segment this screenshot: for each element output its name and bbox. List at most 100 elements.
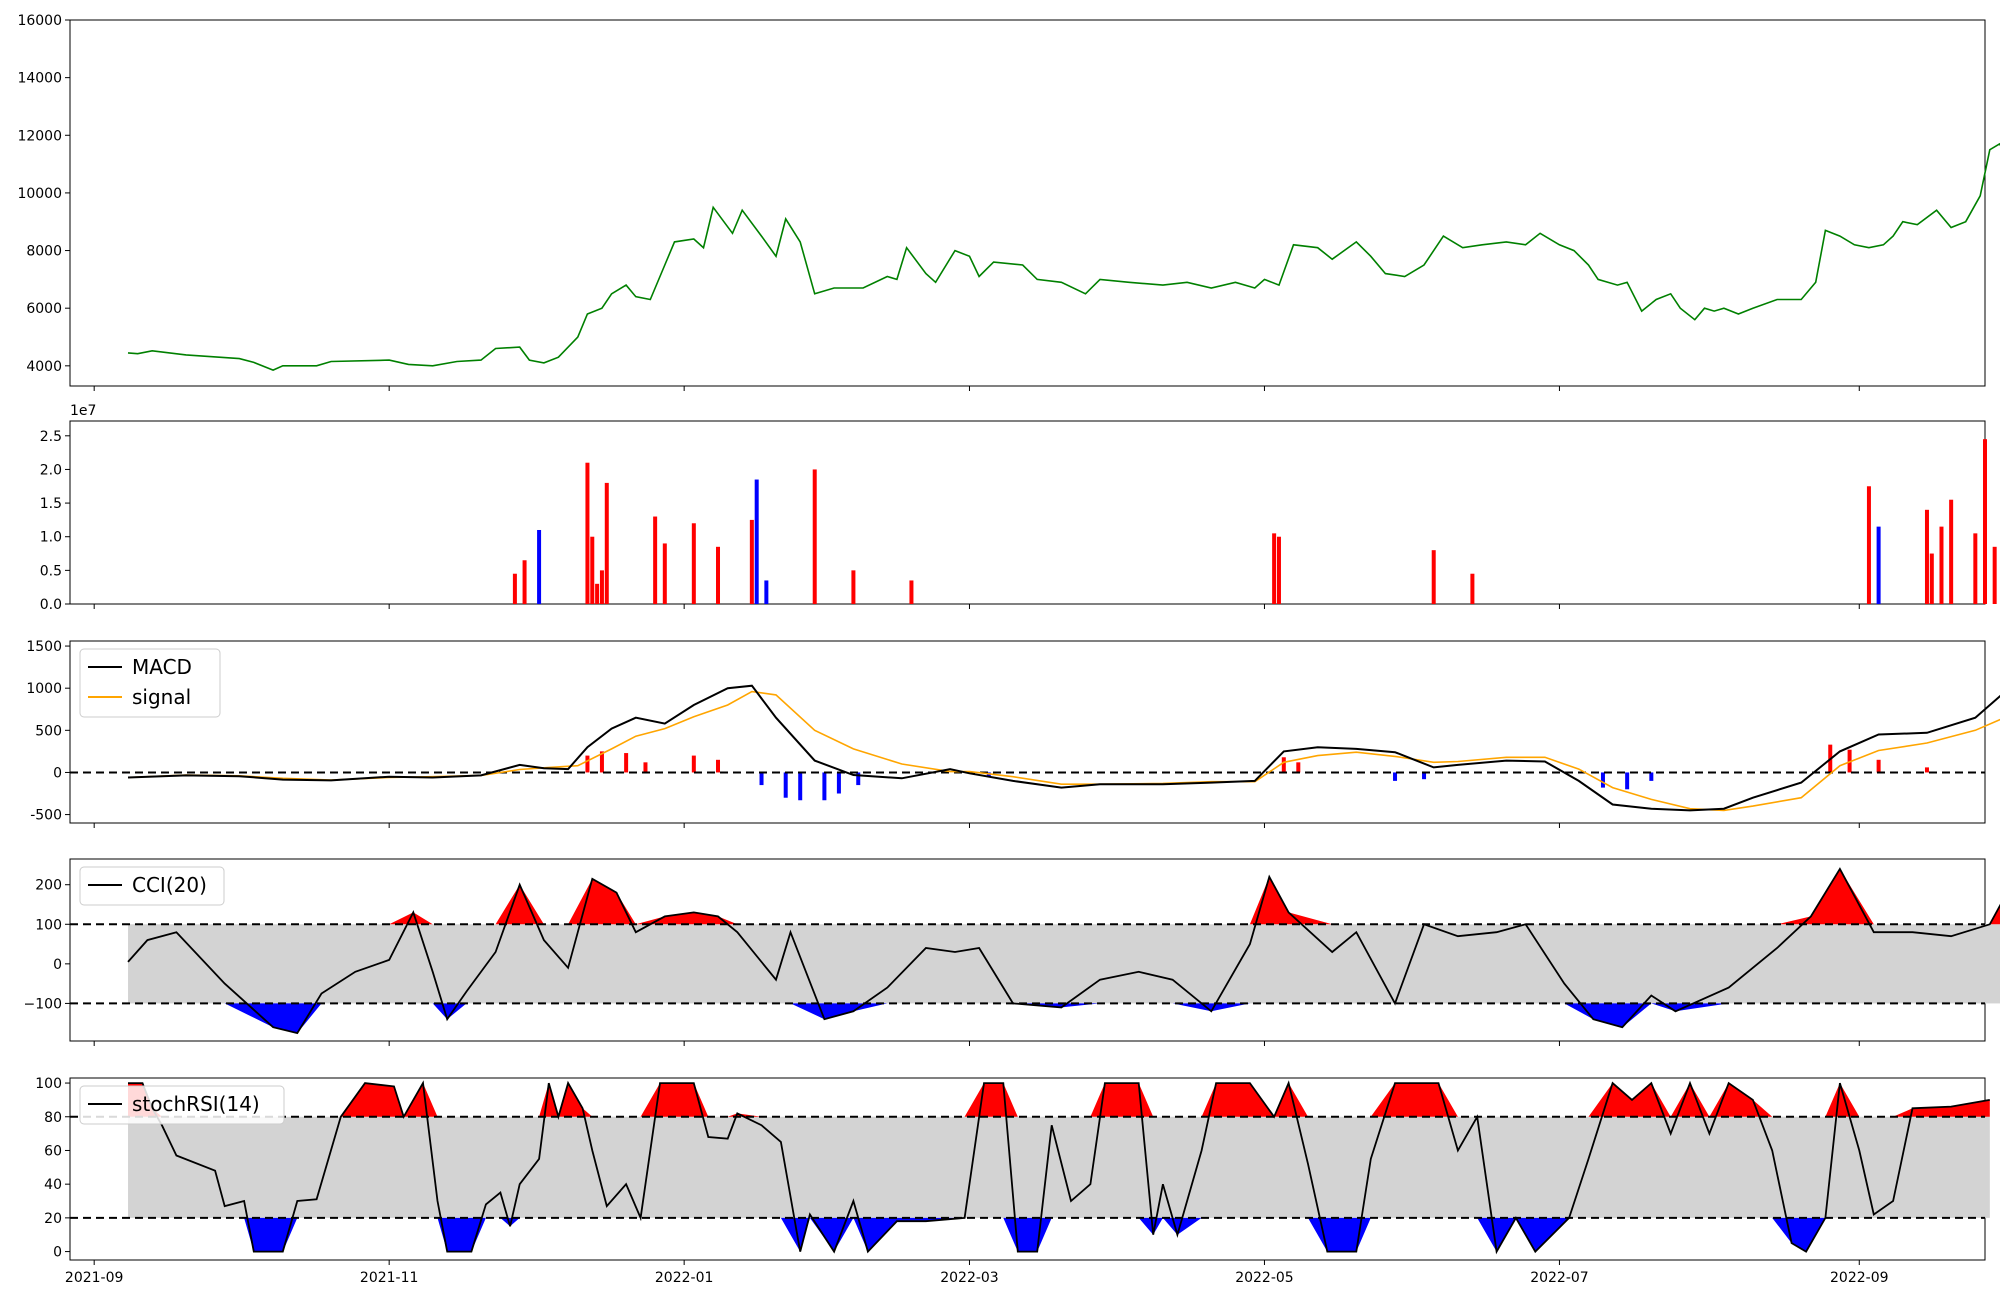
volume-bar	[653, 516, 658, 604]
volume-bar	[595, 583, 600, 604]
overbought-fill	[128, 1083, 1990, 1117]
macd-hist-bar	[624, 753, 629, 773]
signal-line	[127, 690, 2000, 812]
volume-bar	[537, 529, 542, 604]
x-tick-label: 2021-11	[360, 1270, 419, 1286]
volume-bar	[1272, 533, 1277, 604]
legend-label: stochRSI(14)	[132, 1092, 260, 1116]
macd-hist-bar	[798, 772, 803, 801]
macd-hist-bar	[1649, 772, 1654, 781]
y-tick-label: 1500	[26, 639, 62, 655]
volume-bar	[1929, 553, 1934, 604]
y-tick-label: 2.5	[40, 429, 62, 445]
y-tick-label: 200	[35, 878, 62, 894]
y-tick-label: 6000	[26, 301, 62, 317]
legend-box	[79, 866, 225, 906]
legend-label: signal	[132, 685, 191, 709]
volume-bar	[1866, 486, 1871, 604]
y-tick-label: 40	[44, 1177, 62, 1193]
y-tick-label: 0.5	[40, 563, 62, 579]
y-tick-label: 1.5	[40, 496, 62, 512]
volume-bar	[691, 523, 696, 604]
panel-frame	[69, 420, 1986, 605]
macd-hist-bar	[643, 762, 648, 773]
volume-bar	[716, 546, 721, 604]
macd-panel: -500 0 500 1000 1500 MACD signal	[26, 639, 2000, 824]
macd-line	[127, 684, 2000, 812]
volume-bar	[604, 482, 609, 604]
legend-label: CCI(20)	[132, 873, 207, 897]
y-tick-label: 0.0	[40, 597, 62, 613]
macd-hist-bar	[1422, 772, 1427, 780]
y-tick-label: 0	[53, 957, 62, 973]
y-tick-label: 4000	[26, 359, 62, 375]
volume-bar	[1924, 509, 1929, 604]
neutral-band	[128, 924, 2000, 1004]
macd-hist-bar	[836, 772, 841, 794]
macd-hist-bar	[1924, 767, 1929, 773]
volume-bar	[585, 462, 590, 604]
volume-bar	[1876, 526, 1881, 604]
y-tick-label: 0	[53, 765, 62, 781]
volume-bar	[662, 543, 667, 604]
y-tick-label: 100	[35, 917, 62, 933]
macd-hist-bar	[856, 772, 861, 786]
y-tick-label: -500	[30, 808, 62, 824]
volume-bar	[1949, 499, 1954, 604]
volume-bar	[1470, 573, 1475, 604]
y-tick-label: 0	[53, 1245, 62, 1261]
volume-panel: 0.0 0.5 1.0 1.5 2.0 2.5 1e7	[40, 403, 1997, 613]
y-tick-label: 80	[44, 1110, 62, 1126]
macd-hist-bar	[1281, 757, 1286, 773]
y-tick-label: 16000	[17, 13, 62, 29]
y-tick-label: 1.0	[40, 530, 62, 546]
volume-bar	[512, 573, 517, 604]
volume-bar	[1276, 536, 1281, 604]
macd-hist-bar	[1876, 759, 1881, 773]
volume-bar	[1983, 439, 1987, 604]
overbought-fill	[128, 868, 2000, 925]
volume-bar	[1939, 526, 1944, 604]
oversold-fill	[128, 1217, 1990, 1252]
macd-hist-bar	[783, 772, 788, 798]
macd-hist-bar	[1296, 762, 1301, 773]
price-panel: 4000 6000 8000 10000 12000 14000 16000	[17, 13, 2000, 387]
macd-hist-bar	[585, 755, 590, 773]
price-line	[127, 142, 2000, 371]
volume-bar	[909, 580, 914, 604]
macd-hist-bar	[1625, 772, 1630, 790]
y-tick-label: 20	[44, 1211, 62, 1227]
x-tick-label: 2021-09	[65, 1270, 124, 1286]
macd-hist-bar	[599, 751, 604, 773]
indicator-line	[127, 867, 2000, 1035]
panel-frame	[69, 640, 1986, 824]
x-axis: 2021-09 2021-11 2022-01 2022-03 2022-05 2022-…	[65, 386, 1889, 1286]
x-tick-label: 2022-07	[1530, 1270, 1589, 1286]
y-tick-label: 500	[35, 723, 62, 739]
y-tick-label: 8000	[26, 244, 62, 260]
volume-bar	[590, 536, 595, 604]
macd-hist-bar	[759, 772, 764, 786]
volume-bar	[1973, 533, 1978, 604]
volume-bar	[812, 469, 817, 604]
x-tick-label: 2022-03	[940, 1270, 999, 1286]
x-tick-label: 2022-09	[1830, 1270, 1889, 1286]
y-tick-label: 1000	[26, 681, 62, 697]
macd-hist-bar	[716, 759, 721, 773]
volume-bar	[764, 580, 769, 604]
volume-bar	[522, 560, 527, 604]
legend-label: MACD	[132, 655, 192, 679]
y-tick-label: 60	[44, 1143, 62, 1159]
macd-hist-bar	[691, 755, 696, 773]
panel-frame	[69, 19, 1986, 387]
x-tick-label: 2022-01	[655, 1270, 714, 1286]
oversold-fill	[128, 1003, 2000, 1034]
volume-bar	[851, 570, 856, 604]
y-tick-label: 12000	[17, 128, 62, 144]
indicator-line	[128, 1080, 1990, 1255]
cci-panel: −100 0 100 200 CCI(20)	[24, 858, 2000, 1042]
volume-bar	[749, 519, 754, 604]
y-tick-label: 2.0	[40, 462, 62, 478]
volume-bar	[1431, 550, 1436, 604]
